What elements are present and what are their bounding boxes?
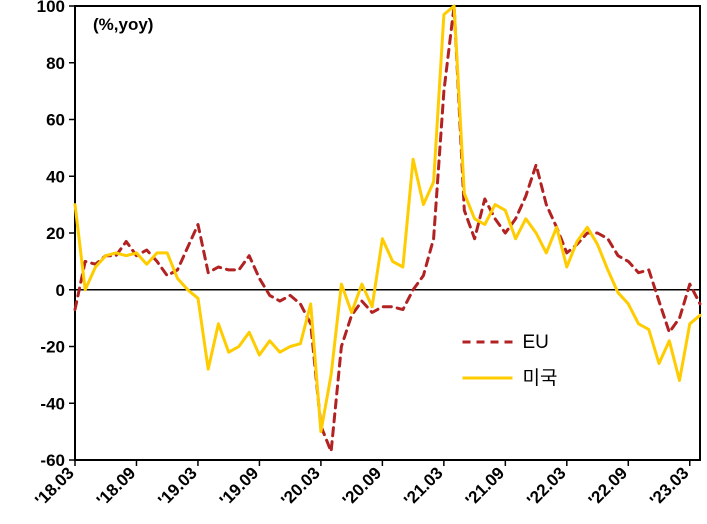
y-tick-label: 60 — [46, 111, 65, 130]
y-tick-label: 100 — [37, 0, 65, 16]
legend-label: 미국 — [523, 367, 558, 389]
y-tick-label: 40 — [46, 167, 65, 186]
y-tick-label: -20 — [40, 338, 65, 357]
y-tick-label: 80 — [46, 54, 65, 73]
y-tick-label: -40 — [40, 394, 65, 413]
yoy-line-chart: -60-40-20020406080100'18.03'18.09'19.03'… — [0, 0, 707, 524]
y-tick-label: 0 — [56, 281, 65, 300]
unit-label: (%,yoy) — [93, 15, 153, 34]
chart-container: -60-40-20020406080100'18.03'18.09'19.03'… — [0, 0, 707, 524]
y-tick-label: 20 — [46, 224, 65, 243]
legend-label: EU — [523, 332, 549, 353]
